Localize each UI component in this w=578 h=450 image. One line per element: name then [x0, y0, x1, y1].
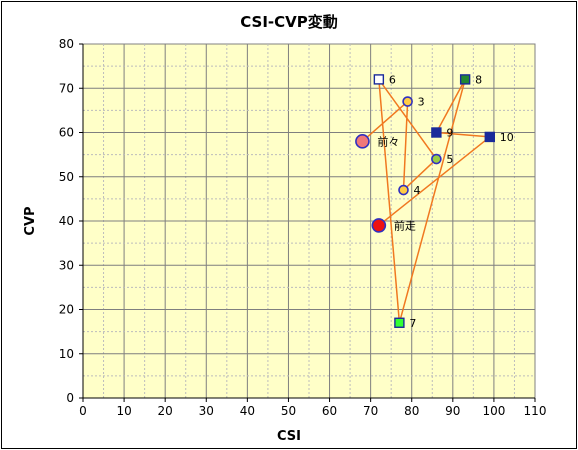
y-ticks: 0 10 20 30 40 50 60 70 80: [59, 37, 83, 405]
point-10: [484, 131, 495, 143]
connecting-lines: [361, 78, 491, 324]
point-9: [431, 127, 442, 138]
x-ticks: 0 10 20 30 40 50 60 70 80 90 100 110: [79, 398, 546, 418]
point-6: [373, 74, 385, 85]
x-tick-label: 10: [116, 404, 131, 418]
point-label: 5: [446, 153, 453, 166]
grid: [82, 44, 535, 399]
x-tick-label: 20: [158, 404, 173, 418]
x-tick-label: 70: [363, 404, 378, 418]
point-label: 10: [500, 131, 514, 144]
point-8: [459, 74, 471, 85]
y-tick-label: 70: [59, 81, 74, 95]
y-tick-label: 0: [66, 391, 74, 405]
point-label: 4: [414, 184, 421, 197]
series-line: [361, 78, 491, 324]
y-tick-label: 40: [59, 214, 74, 228]
point-前々: [355, 134, 370, 149]
point-label: 前走: [394, 218, 416, 232]
x-tick-label: 110: [524, 404, 547, 418]
y-tick-label: 20: [59, 303, 74, 317]
chart-title: CSI-CVP変動: [240, 13, 338, 31]
x-tick-label: 100: [482, 404, 505, 418]
point-前走: [371, 218, 387, 233]
point-5: [431, 153, 442, 165]
y-tick-label: 50: [59, 170, 74, 184]
y-tick-label: 60: [59, 126, 74, 140]
x-tick-label: 80: [404, 404, 419, 418]
point-label: 8: [475, 73, 482, 86]
x-tick-label: 50: [281, 404, 296, 418]
x-tick-label: 60: [322, 404, 337, 418]
point-labels: 前々 3 4 5 6 7 8 9 10 前走: [377, 73, 513, 329]
y-tick-label: 10: [59, 347, 74, 361]
point-label: 3: [418, 96, 425, 109]
point-7: [394, 317, 405, 328]
x-tick-label: 0: [79, 404, 87, 418]
x-tick-label: 30: [199, 404, 214, 418]
point-4: [398, 184, 409, 196]
point-label: 6: [389, 73, 396, 86]
x-tick-label: 90: [445, 404, 460, 418]
y-tick-label: 80: [59, 37, 74, 51]
point-label: 9: [446, 127, 453, 140]
x-axis-label: CSI: [277, 429, 301, 444]
y-tick-label: 30: [59, 258, 74, 272]
y-axis-label: CVP: [23, 206, 38, 235]
point-3: [402, 96, 413, 107]
point-label: 前々: [377, 134, 399, 148]
point-label: 7: [409, 317, 416, 330]
x-tick-label: 40: [240, 404, 255, 418]
data-points: [355, 74, 495, 328]
